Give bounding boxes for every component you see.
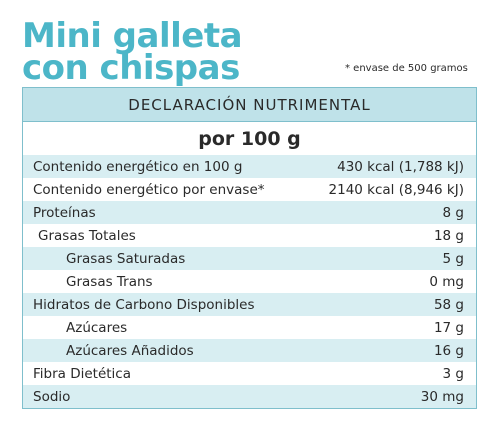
nutrient-value: 430 kcal (1,788 kJ) (337, 158, 464, 175)
nutrition-table-header: DECLARACIÓN NUTRIMENTAL (23, 88, 476, 122)
nutrient-label: Hidratos de Carbono Disponibles (33, 296, 255, 313)
nutrition-row-carbohydrates: Hidratos de Carbono Disponibles 58 g (23, 293, 476, 316)
nutrition-row-sodium: Sodio 30 mg (23, 385, 476, 408)
nutrient-value: 16 g (433, 342, 464, 359)
nutrient-value: 0 mg (429, 273, 464, 290)
nutrient-label: Proteínas (33, 204, 96, 221)
nutrition-row-fiber: Fibra Dietética 3 g (23, 362, 476, 385)
nutrition-row-total-fat: Grasas Totales 18 g (23, 224, 476, 247)
nutrition-row-energy-package: Contenido energético por envase* 2140 kc… (23, 178, 476, 201)
nutrient-label: Contenido energético por envase* (33, 181, 265, 198)
nutrient-value: 5 g (442, 250, 464, 267)
nutrient-label: Azúcares (66, 319, 128, 336)
nutrition-row-sugars: Azúcares 17 g (23, 316, 476, 339)
nutrient-label: Sodio (33, 388, 71, 405)
package-size-note: * envase de 500 gramos (345, 63, 468, 74)
nutrition-row-trans-fat: Grasas Trans 0 mg (23, 270, 476, 293)
nutrient-label: Grasas Totales (38, 227, 136, 244)
nutrient-value: 17 g (433, 319, 464, 336)
nutrition-table: DECLARACIÓN NUTRIMENTAL por 100 g Conten… (22, 87, 477, 409)
nutrient-value: 18 g (433, 227, 464, 244)
nutrient-label: Contenido energético en 100 g (33, 158, 243, 175)
nutrient-value: 30 mg (420, 388, 464, 405)
nutrition-row-proteins: Proteínas 8 g (23, 201, 476, 224)
nutrient-label: Grasas Trans (66, 273, 153, 290)
nutrition-row-added-sugars: Azúcares Añadidos 16 g (23, 339, 476, 362)
product-title-line-1: Mini galleta (22, 16, 243, 56)
nutrient-value: 8 g (442, 204, 464, 221)
nutrient-value: 3 g (442, 365, 464, 382)
nutrient-value: 2140 kcal (8,946 kJ) (328, 181, 464, 198)
nutrition-row-saturated-fat: Grasas Saturadas 5 g (23, 247, 476, 270)
nutrient-label: Fibra Dietética (33, 365, 132, 382)
nutrient-label: Azúcares Añadidos (66, 342, 194, 359)
product-title-line-2: con chispas (22, 48, 240, 88)
nutrition-table-subheader: por 100 g (198, 127, 301, 150)
nutrient-value: 58 g (433, 296, 464, 313)
nutrient-label: Grasas Saturadas (66, 250, 186, 267)
nutrition-row-energy-100g: Contenido energético en 100 g 430 kcal (… (23, 155, 476, 178)
